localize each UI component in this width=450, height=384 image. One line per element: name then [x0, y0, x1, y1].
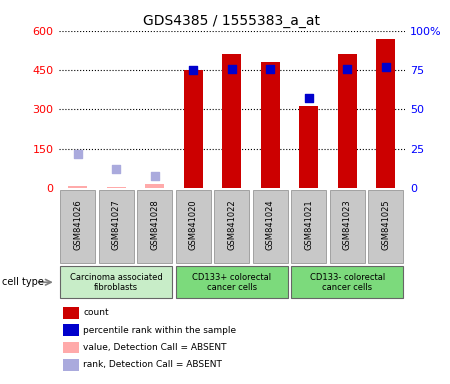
Bar — [145, 184, 164, 188]
Text: count: count — [83, 308, 109, 318]
Bar — [222, 54, 241, 188]
FancyBboxPatch shape — [330, 190, 364, 263]
Text: GSM841023: GSM841023 — [343, 200, 352, 250]
Text: value, Detection Call = ABSENT: value, Detection Call = ABSENT — [83, 343, 227, 352]
FancyBboxPatch shape — [292, 190, 326, 263]
Text: GSM841021: GSM841021 — [304, 200, 313, 250]
Point — [112, 166, 120, 172]
Point — [228, 65, 235, 71]
Text: GSM841028: GSM841028 — [150, 200, 159, 250]
FancyBboxPatch shape — [292, 266, 403, 298]
FancyBboxPatch shape — [253, 190, 288, 263]
Text: CD133+ colorectal
cancer cells: CD133+ colorectal cancer cells — [192, 273, 271, 292]
Title: GDS4385 / 1555383_a_at: GDS4385 / 1555383_a_at — [143, 14, 320, 28]
Bar — [376, 39, 396, 188]
Text: GSM841022: GSM841022 — [227, 200, 236, 250]
Bar — [299, 106, 319, 188]
Text: GSM841026: GSM841026 — [73, 200, 82, 250]
Text: Carcinoma associated
fibroblasts: Carcinoma associated fibroblasts — [70, 273, 162, 292]
FancyBboxPatch shape — [137, 190, 172, 263]
Text: cell type: cell type — [2, 277, 44, 287]
Point — [189, 67, 197, 73]
Text: percentile rank within the sample: percentile rank within the sample — [83, 326, 236, 335]
Text: GSM841024: GSM841024 — [266, 200, 275, 250]
Point — [151, 172, 158, 179]
FancyBboxPatch shape — [176, 266, 288, 298]
Bar — [261, 62, 280, 188]
Bar — [184, 70, 203, 188]
Text: GSM841025: GSM841025 — [381, 200, 390, 250]
Bar — [68, 185, 87, 188]
Text: rank, Detection Call = ABSENT: rank, Detection Call = ABSENT — [83, 360, 222, 369]
FancyBboxPatch shape — [176, 190, 211, 263]
Point — [344, 65, 351, 71]
FancyBboxPatch shape — [214, 190, 249, 263]
Text: CD133- colorectal
cancer cells: CD133- colorectal cancer cells — [310, 273, 385, 292]
Point — [305, 95, 312, 101]
Bar — [338, 54, 357, 188]
Point — [74, 151, 81, 157]
Point — [267, 65, 274, 71]
Text: GSM841027: GSM841027 — [112, 200, 121, 250]
FancyBboxPatch shape — [60, 266, 172, 298]
Bar — [107, 187, 126, 188]
FancyBboxPatch shape — [99, 190, 134, 263]
FancyBboxPatch shape — [369, 190, 403, 263]
FancyBboxPatch shape — [60, 190, 95, 263]
Text: GSM841020: GSM841020 — [189, 200, 198, 250]
Point — [382, 64, 389, 70]
